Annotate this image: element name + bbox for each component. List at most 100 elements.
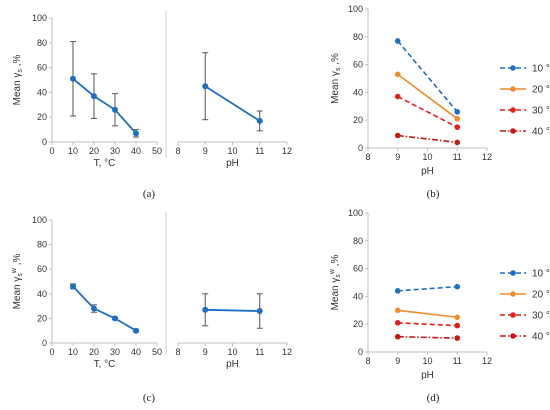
data-point [454,314,461,321]
y-tick-label: 60 [37,63,47,73]
x-tick-label: 0 [49,347,54,357]
x-tick-label: 8 [365,152,370,162]
data-point [70,75,76,82]
y-tick-label: 0 [42,338,47,348]
panel-c: 0 20 40 60 80 100 0 10 20 30 40 50 T, °C 8 9 10 11 12 pH Me… [11,212,292,404]
y-tick-label: 20 [353,115,363,125]
legend-label: 40 °C [532,127,550,138]
panel-label: (a) [143,188,156,200]
y-tick-label: 20 [37,112,47,122]
y-tick-label: 80 [37,38,47,48]
data-point [394,320,401,326]
x-tick-label: 40 [131,146,141,156]
x-tick-label: 50 [152,146,162,156]
x-tick-label: 12 [282,347,292,357]
y-tick-label: 60 [353,264,363,274]
x-tick-label: 20 [89,146,99,156]
series-line [397,309,458,319]
x-tick-label: 11 [255,347,264,357]
data-point [394,93,401,100]
x-tick-label: 10 [68,347,78,357]
data-point [91,93,97,100]
series-line [397,285,458,292]
y-tick-label: 60 [353,60,363,70]
x-tick-label: 10 [422,152,432,162]
y-tick-label: 100 [348,4,363,14]
panel-label: (c) [143,392,156,404]
data-point [91,305,97,312]
y-tick-label: 40 [353,87,363,97]
y-axis-label: Mean γsw ,% [329,254,342,310]
series-line [397,322,458,327]
panel-label: (d) [427,392,440,404]
x-tick-label: 8 [175,347,180,357]
x-tick-label: 12 [482,356,492,366]
x-tick-label: 30 [110,347,120,357]
legend-label: 40 °C [532,332,550,343]
series-line [204,85,261,122]
panel-label: (b) [427,188,440,200]
x-axis-label: pH [226,359,239,370]
data-point [112,315,118,322]
series-line [397,95,458,128]
data-point [454,124,461,130]
x-axis-label: pH [421,370,434,381]
data-point [256,117,263,124]
data-point [394,288,401,294]
data-point [454,139,461,146]
data-point [133,327,139,334]
data-point [256,308,263,315]
x-axis-label: T, °C [94,158,116,169]
x-tick-label: 50 [152,347,162,357]
data-point [394,333,401,340]
legend-marker [510,65,516,71]
x-tick-label: 11 [453,152,462,162]
x-axis-label: pH [421,166,434,177]
x-tick-label: 10 [68,146,78,156]
panel-d: 0 20 40 60 80 100 8 9 10 11 12 10 °C 20 °C 30 °C 40 °C… [329,208,550,404]
series-line [397,73,458,120]
y-tick-label: 80 [353,236,363,246]
y-tick-label: 80 [37,240,47,250]
legend-marker [510,128,516,134]
x-tick-label: 8 [175,146,180,156]
legend-marker [510,107,516,113]
legend-label: 10 °C [532,64,550,75]
y-tick-label: 40 [37,289,47,299]
legend-label: 20 °C [532,85,550,96]
data-point [394,132,401,139]
y-tick-label: 60 [37,264,47,274]
data-point [394,38,401,44]
x-tick-label: 10 [422,356,432,366]
x-tick-label: 10 [227,347,237,357]
x-tick-label: 12 [482,152,492,162]
y-tick-label: 100 [32,13,47,23]
y-tick-label: 20 [37,313,47,323]
panel-b: 0 20 40 60 80 100 8 9 10 11 12 10 °C 20 °C 30 °C 40 °C… [330,4,550,200]
x-tick-label: 9 [203,146,208,156]
y-tick-label: 40 [37,87,47,97]
series-line [72,285,137,332]
x-tick-label: 0 [49,146,54,156]
series-line [397,335,458,339]
x-tick-label: 30 [110,146,120,156]
x-tick-label: 10 [227,146,237,156]
y-axis-label: Mean γsw ,% [11,253,24,309]
x-axis-label: pH [226,158,239,169]
legend-label: 30 °C [532,311,550,322]
x-tick-label: 12 [282,146,292,156]
y-axis-label: Mean γs ,% [12,55,24,106]
y-tick-label: 100 [32,215,47,225]
data-point [454,283,461,290]
x-tick-label: 11 [255,146,264,156]
y-tick-label: 80 [353,32,363,42]
y-tick-label: 0 [358,143,363,153]
data-point [454,322,461,329]
y-tick-label: 0 [42,137,47,147]
data-point [394,307,401,314]
legend-marker [510,86,516,92]
y-axis-label: Mean γs ,% [330,53,342,104]
data-point [133,130,139,137]
data-point [454,335,461,341]
y-tick-label: 0 [358,347,363,357]
